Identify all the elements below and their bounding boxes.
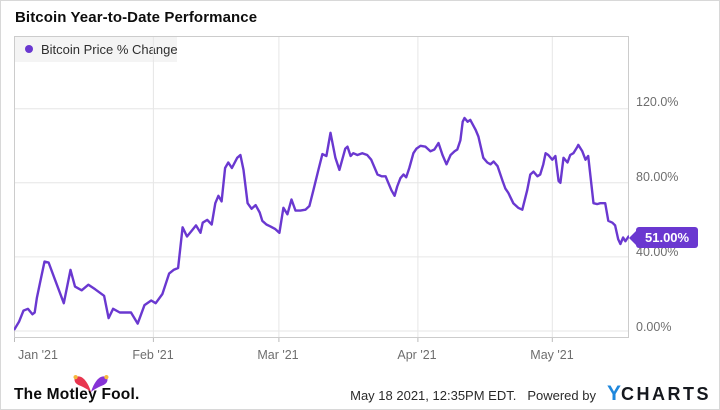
y-axis-label-80: 80.00% — [636, 170, 679, 184]
x-axis-label-mar: Mar '21 — [257, 348, 299, 362]
price-line — [14, 116, 629, 331]
ycharts-wordmark: CHARTS — [621, 384, 711, 404]
motley-fool-wordmark: The Motley Fool. — [14, 386, 140, 403]
attribution-bar: May 18 2021, 12:35PM EDT. Powered by YCH… — [350, 382, 711, 406]
chart-title: Bitcoin Year-to-Date Performance — [15, 9, 258, 26]
last-value-badge: 51.00% — [628, 227, 699, 248]
ycharts-logo: YCHARTS — [607, 382, 711, 406]
plot-area — [14, 36, 629, 342]
y-axis-label-40: 40.00% — [636, 245, 679, 259]
y-axis-label-120: 120.0% — [636, 95, 679, 109]
ycharts-y-glyph: Y — [606, 382, 621, 405]
legend-dot-icon — [25, 45, 33, 53]
jester-hat-icon — [73, 375, 109, 393]
legend-series-label: Bitcoin Price % Change — [41, 41, 178, 57]
timestamp: May 18 2021, 12:35PM EDT. — [350, 388, 517, 403]
x-axis-label-apr: Apr '21 — [397, 348, 437, 362]
legend: Bitcoin Price % Change — [14, 36, 178, 62]
y-axis-label-0: 0.00% — [636, 320, 672, 334]
x-axis-label-jan: Jan '21 — [18, 348, 58, 362]
x-axis-label-may: May '21 — [530, 348, 574, 362]
x-axis-label-feb: Feb '21 — [132, 348, 174, 362]
powered-by-label: Powered by — [527, 388, 596, 403]
motley-fool-logo: The Motley Fool. — [14, 375, 140, 404]
plot-border — [14, 36, 629, 338]
